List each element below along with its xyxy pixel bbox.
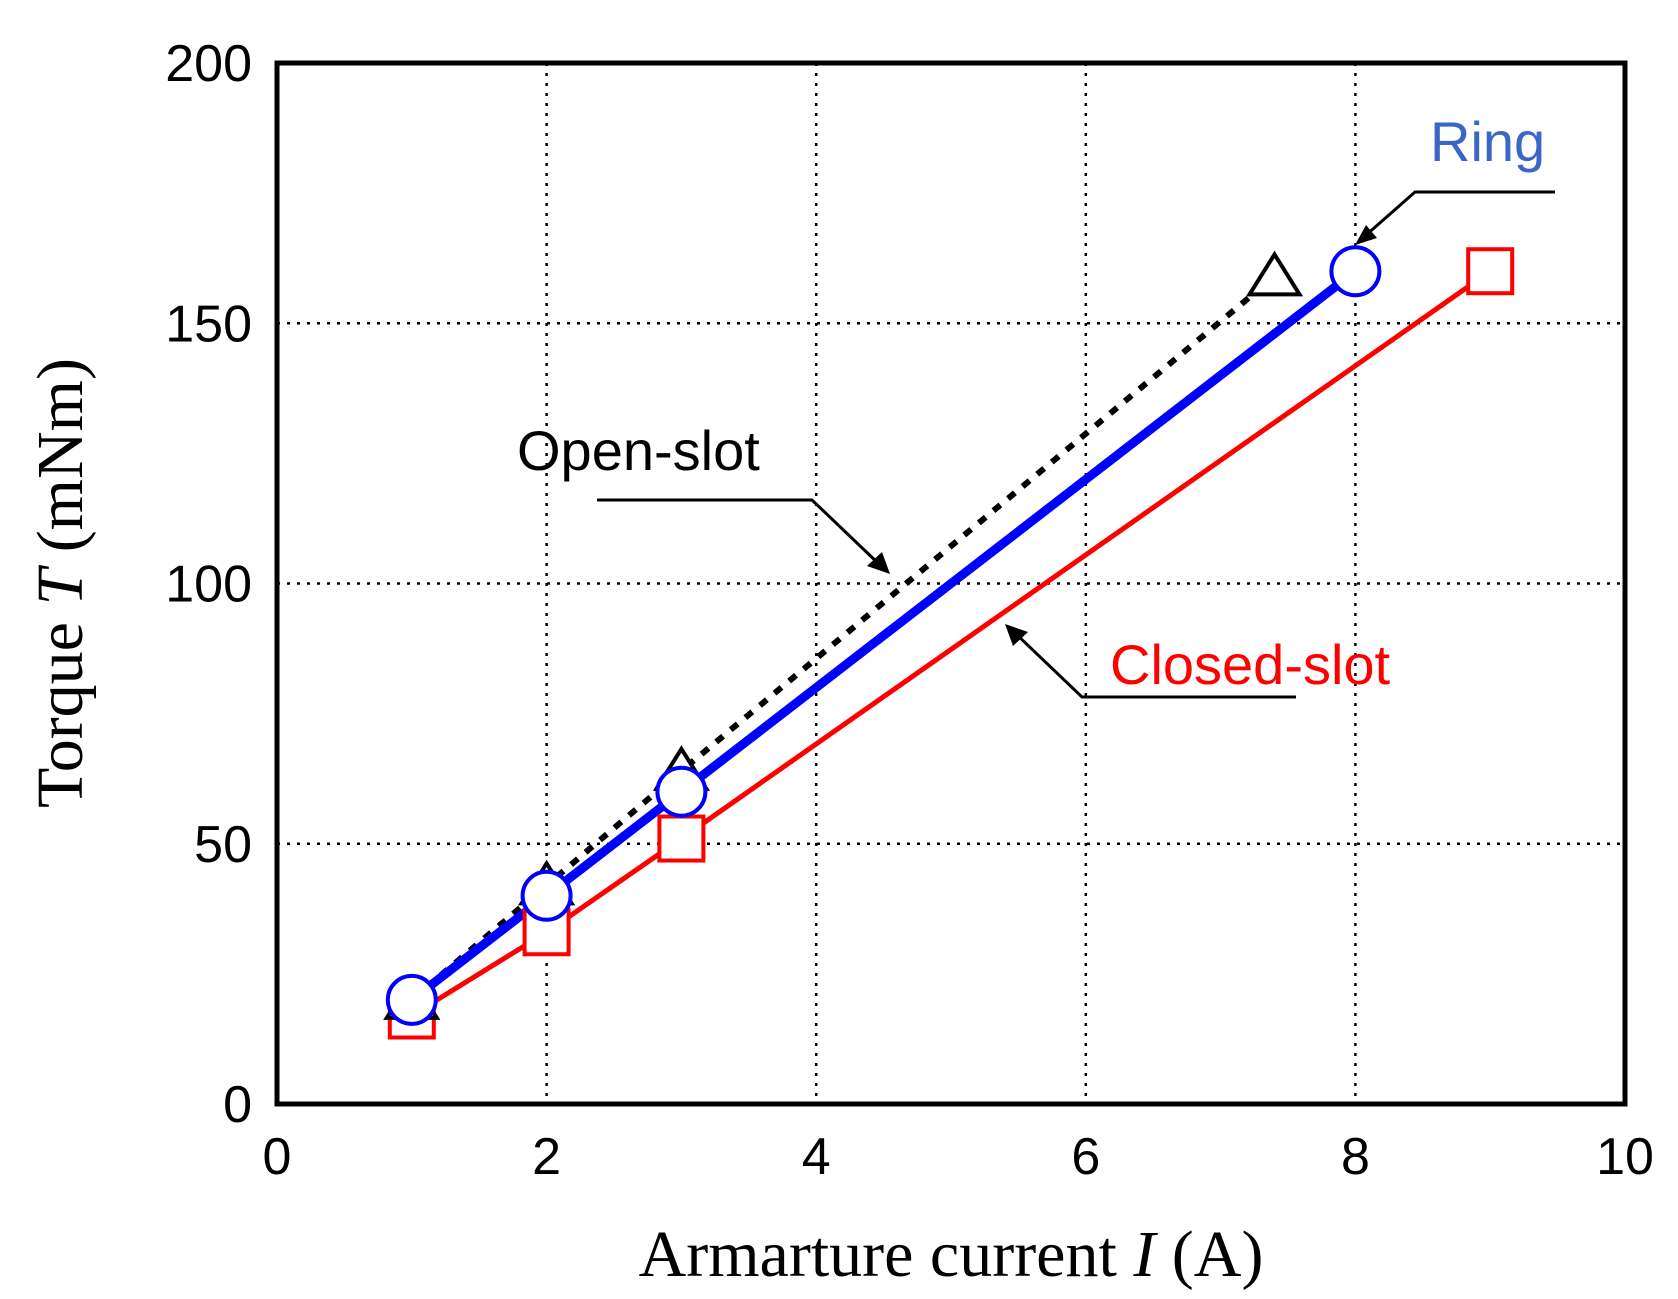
x-tick-label: 10 — [1596, 1128, 1654, 1186]
y-axis-title: Torque T (mNm) — [24, 358, 97, 808]
grid-lines — [277, 63, 1625, 1104]
closed-slot-arrow-line — [1013, 631, 1296, 699]
closed-slot-label: Closed-slot — [1110, 633, 1391, 696]
ring-point — [520, 869, 573, 922]
x-tick-label: 8 — [1341, 1128, 1370, 1186]
closed-slot-point — [657, 814, 706, 863]
ring-arrow-head — [1355, 225, 1377, 245]
closed-slot-point — [1466, 247, 1515, 296]
y-tick-label: 100 — [165, 556, 252, 614]
ring-point — [655, 765, 708, 818]
x-tick-label: 6 — [1071, 1128, 1100, 1186]
open-slot-arrow-head — [867, 552, 890, 574]
annotations — [597, 190, 1555, 699]
x-tick-label: 0 — [263, 1128, 292, 1186]
ring-arrow-line — [1364, 190, 1555, 238]
ring-point — [1329, 245, 1382, 298]
x-tick-label: 2 — [532, 1128, 561, 1186]
plot-frame — [274, 60, 1628, 1107]
ring-point — [385, 973, 438, 1026]
y-tick-label: 200 — [165, 35, 252, 93]
x-axis-title: Armarture current I (A) — [639, 1218, 1264, 1291]
x-tick-label: 4 — [802, 1128, 831, 1186]
series-lines — [409, 267, 1492, 1018]
series-line-ring — [409, 267, 1359, 1004]
open-slot-label: Open-slot — [517, 419, 760, 482]
series-line-closed-slot — [410, 269, 1492, 1018]
open-slot-arrow-line — [597, 498, 882, 567]
y-tick-label: 150 — [165, 295, 252, 353]
ring-label: Ring — [1430, 110, 1545, 173]
y-tick-label: 50 — [194, 816, 252, 874]
open-slot-point — [1245, 250, 1304, 297]
y-tick-label: 0 — [223, 1076, 252, 1134]
closed-slot-arrow-head — [1005, 624, 1028, 646]
series-markers — [383, 245, 1515, 1040]
